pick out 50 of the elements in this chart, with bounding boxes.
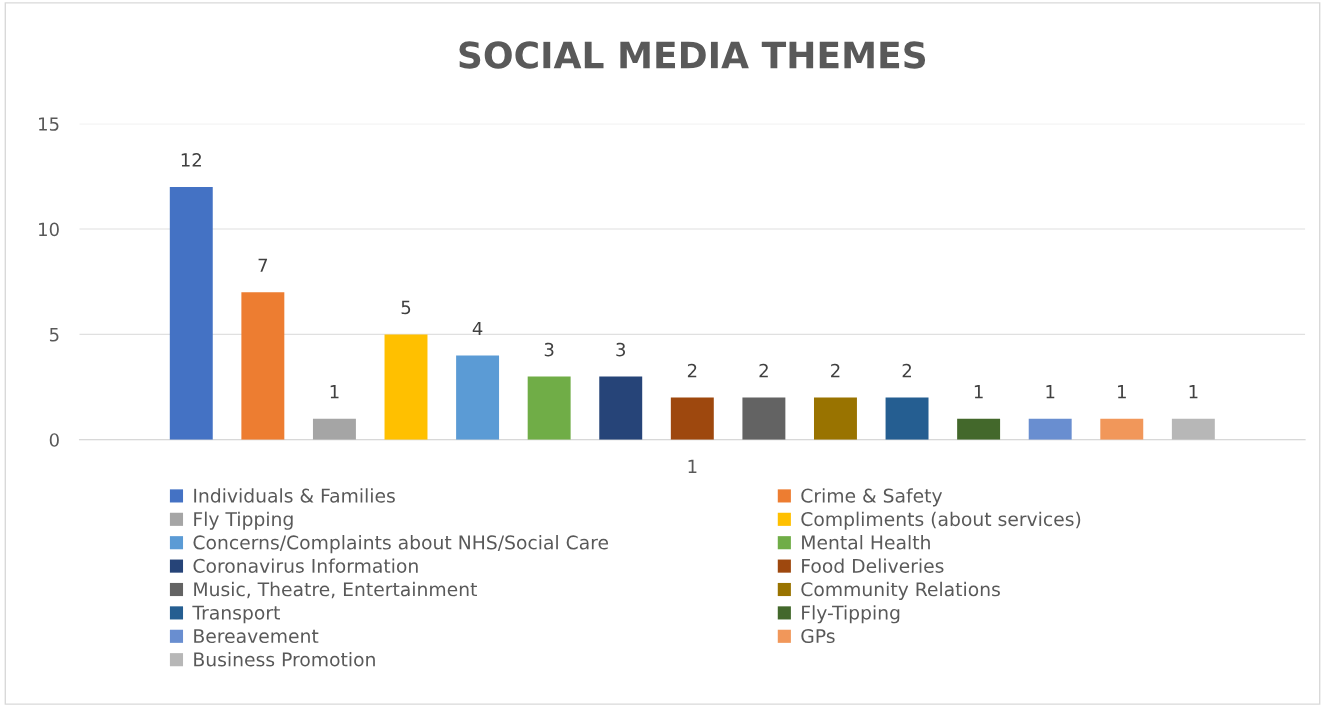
bar [241,292,285,440]
bar [1028,418,1072,440]
data-label: 4 [472,321,483,336]
bar [1171,418,1215,440]
chart-title: SOCIAL MEDIA THEMES [459,41,926,69]
bar [813,397,857,440]
data-label: 1 [1189,385,1198,399]
data-label: 5 [401,300,411,315]
data-label: 2 [687,363,697,378]
legend-label: Bereavement [194,629,319,644]
legend-label: Transport [192,605,280,624]
bar [384,334,428,440]
legend-label: Concerns/Complaints about NHS/Social Care [193,535,609,554]
bar [312,418,356,440]
data-label: 1 [1118,385,1126,399]
y-tick-label: 10 [39,222,59,237]
legend-label: Community Relations [801,581,1000,600]
bar [885,397,929,440]
legend-label: Coronavirus Information [193,558,418,573]
legend-label: Fly-Tipping [802,605,900,624]
bar [1100,418,1144,440]
legend-label: Music, Theatre, Entertainment [194,581,477,599]
data-label: 12 [181,153,201,167]
legend-label: Food Deliveries [802,558,944,573]
data-label: 1 [1046,385,1055,399]
bar [456,355,500,440]
data-label: 2 [902,363,911,378]
bar [169,186,213,440]
bar [957,418,1001,440]
legend-label: Crime & Safety [801,488,943,507]
data-label: 2 [759,363,768,378]
legend-label: GPs [801,628,835,644]
data-label: 3 [616,342,626,357]
data-label: 3 [544,342,554,357]
bar [527,376,571,440]
data-label: 7 [258,258,268,272]
y-tick-label: 0 [49,433,59,447]
bar [670,397,714,440]
data-label: 2 [831,363,840,378]
bar [742,397,786,440]
y-tick-label: 15 [39,117,59,131]
y-tick-label: 5 [49,328,59,342]
data-label: 1 [974,385,983,399]
legend-label: Compliments (about services) [801,511,1081,530]
legend-label: Mental Health [802,535,930,550]
legend-label: Individuals & Families [194,488,395,503]
legend-label: Fly Tipping [194,511,293,530]
data-label: 1 [330,385,339,399]
legend-label: Business Promotion [194,652,375,667]
bar [599,376,643,440]
